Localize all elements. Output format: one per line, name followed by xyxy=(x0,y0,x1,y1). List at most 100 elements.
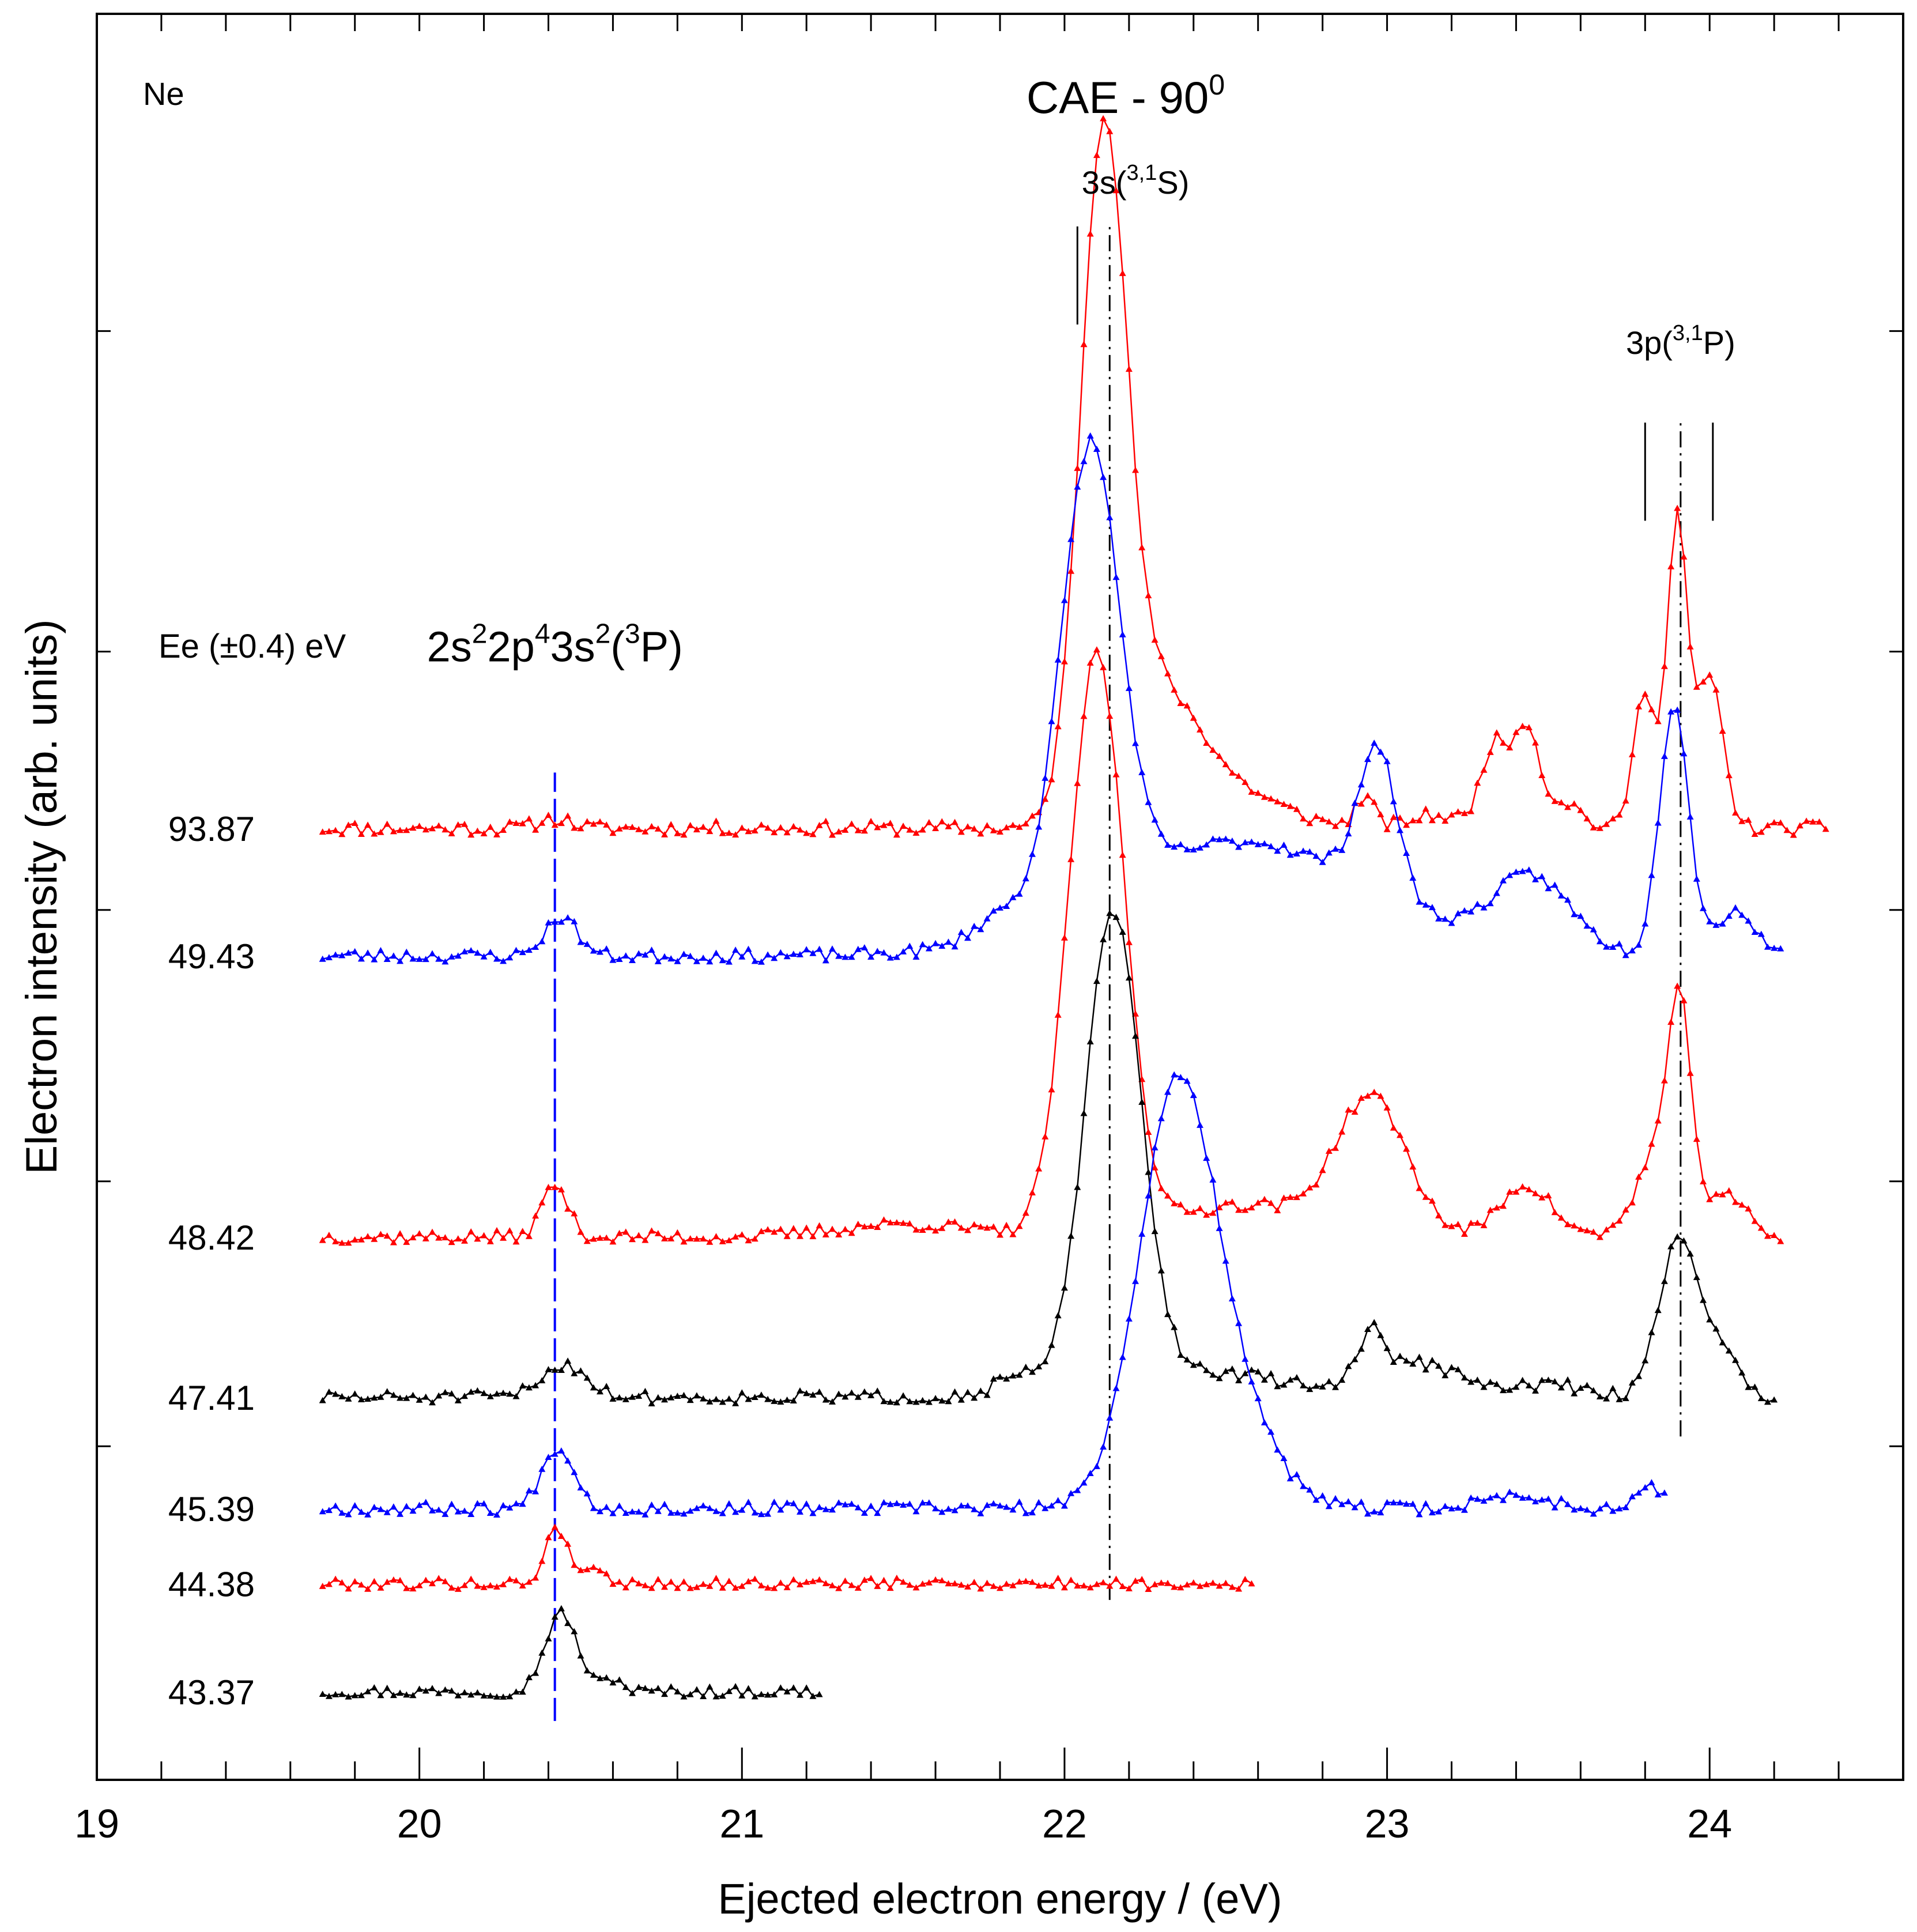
data-point xyxy=(512,1577,520,1584)
data-point xyxy=(925,1224,933,1231)
data-point xyxy=(564,812,572,819)
data-point xyxy=(1157,1267,1165,1274)
data-point xyxy=(583,1237,591,1244)
data-point xyxy=(951,818,958,825)
data-point xyxy=(816,1690,823,1697)
data-point xyxy=(1228,769,1236,776)
data-point xyxy=(377,1393,384,1400)
data-point xyxy=(1390,1124,1397,1131)
data-point xyxy=(829,945,836,952)
data-point xyxy=(861,944,868,950)
data-point xyxy=(1764,944,1771,950)
data-point xyxy=(971,1579,978,1585)
data-point xyxy=(1177,1584,1184,1591)
data-point xyxy=(990,1583,997,1589)
data-point xyxy=(693,1686,700,1693)
data-point xyxy=(583,941,591,947)
data-point xyxy=(693,1235,700,1242)
data-point xyxy=(1190,1361,1197,1368)
data-point xyxy=(390,1692,397,1699)
data-point xyxy=(919,826,926,833)
data-point xyxy=(1480,1383,1488,1390)
data-point xyxy=(957,1502,965,1509)
data-point xyxy=(512,820,520,826)
data-point xyxy=(1093,152,1100,159)
data-point xyxy=(1022,875,1029,882)
data-point xyxy=(1371,798,1378,805)
data-point xyxy=(893,831,900,838)
data-point xyxy=(1661,1489,1668,1496)
data-point xyxy=(1312,1382,1320,1389)
data-point xyxy=(874,824,881,831)
data-point xyxy=(409,824,417,831)
data-point xyxy=(1357,1345,1365,1352)
data-point xyxy=(867,1222,875,1229)
annotation-text: P) xyxy=(640,622,683,670)
data-point xyxy=(1493,1492,1500,1499)
data-point xyxy=(1525,1382,1533,1388)
data-point xyxy=(1080,712,1088,719)
data-point xyxy=(674,1229,681,1236)
data-point xyxy=(777,949,784,956)
data-point xyxy=(725,829,733,836)
data-point xyxy=(1241,1369,1249,1376)
data-point xyxy=(641,1236,649,1243)
data-point xyxy=(1157,1579,1165,1586)
data-point xyxy=(829,1398,836,1405)
data-point xyxy=(319,1397,326,1403)
data-point xyxy=(351,1692,359,1699)
data-point xyxy=(1809,818,1817,825)
data-point xyxy=(803,946,810,953)
data-point xyxy=(1435,1362,1443,1369)
data-point xyxy=(1596,1233,1603,1240)
data-point xyxy=(1280,801,1288,807)
data-point xyxy=(1364,792,1371,799)
data-point xyxy=(1151,1580,1158,1587)
data-point xyxy=(906,826,914,833)
data-point xyxy=(1712,1325,1720,1332)
data-point xyxy=(912,1508,920,1515)
axis-ticks xyxy=(96,14,1904,1780)
data-point xyxy=(448,1584,455,1591)
data-point xyxy=(1700,1296,1707,1303)
data-point xyxy=(829,1582,836,1588)
data-point xyxy=(757,959,765,965)
data-point xyxy=(1506,744,1514,750)
data-point xyxy=(945,1218,952,1225)
data-point xyxy=(1538,772,1546,778)
data-point xyxy=(1596,1505,1603,1512)
data-point xyxy=(532,944,539,950)
data-point xyxy=(474,1582,481,1589)
data-point xyxy=(1280,1455,1288,1461)
data-point xyxy=(674,1688,681,1695)
data-point xyxy=(1293,1471,1300,1477)
data-point xyxy=(751,1509,759,1516)
data-point xyxy=(629,824,636,830)
data-point xyxy=(667,1683,675,1690)
data-point xyxy=(1738,817,1746,824)
data-point xyxy=(1719,727,1726,734)
data-point xyxy=(519,820,526,827)
series-label: 93.87 xyxy=(168,810,255,848)
data-point xyxy=(467,1691,475,1698)
data-point xyxy=(932,1395,939,1401)
data-point xyxy=(1448,811,1455,818)
data-point xyxy=(1100,115,1107,122)
data-point xyxy=(1577,806,1584,813)
data-point xyxy=(1216,1203,1223,1210)
data-point xyxy=(1332,1145,1339,1151)
data-point xyxy=(1241,839,1249,846)
data-point xyxy=(461,1237,468,1244)
data-point xyxy=(506,1693,514,1700)
data-point xyxy=(1500,1202,1507,1209)
data-point xyxy=(332,1690,339,1697)
data-point xyxy=(500,1693,507,1700)
data-point xyxy=(880,949,888,956)
data-point xyxy=(500,1501,507,1508)
data-point xyxy=(1557,1495,1565,1501)
data-point xyxy=(874,1583,881,1589)
data-point xyxy=(1125,1585,1133,1591)
data-point xyxy=(351,820,359,826)
data-point xyxy=(719,957,726,964)
data-point xyxy=(1332,1495,1339,1501)
